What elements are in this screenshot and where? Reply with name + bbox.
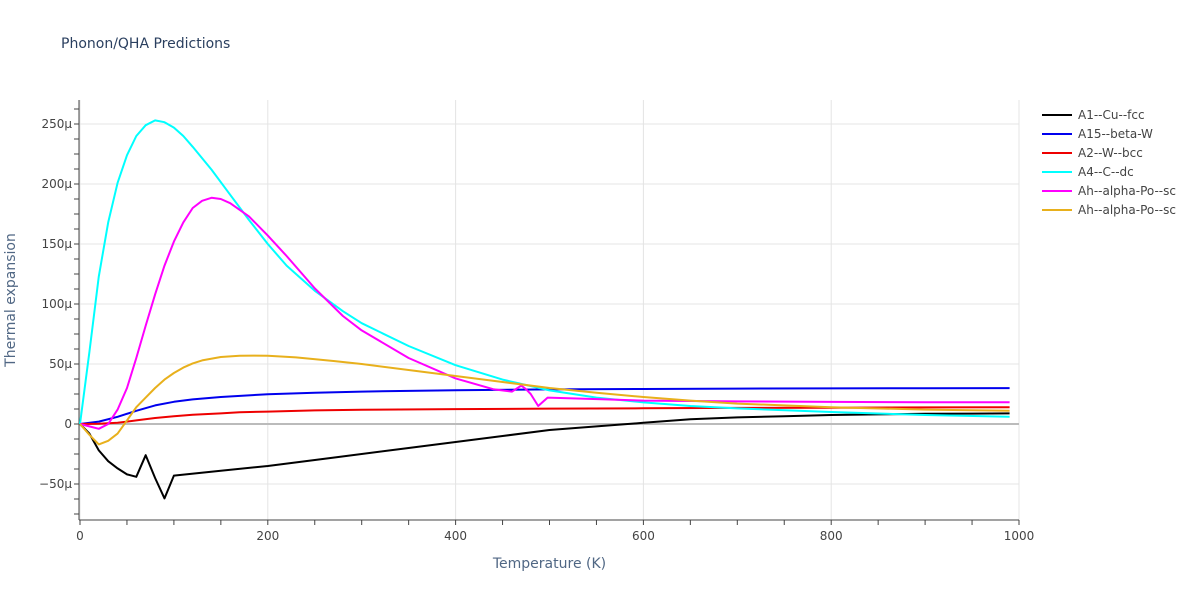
- chart-title: Phonon/QHA Predictions: [61, 36, 231, 52]
- x-tick-label: 200: [256, 529, 279, 543]
- legend-label: A1--Cu--fcc: [1078, 107, 1145, 122]
- axes: [74, 100, 1020, 525]
- grid-lines: [79, 100, 1020, 520]
- x-tick-labels: 0 200 400 600 800 1000: [76, 529, 1034, 543]
- legend-swatch: [1042, 151, 1072, 154]
- legend-label: A2--W--bcc: [1078, 145, 1143, 160]
- legend-item[interactable]: Ah--alpha-Po--sc: [1042, 181, 1176, 200]
- x-tick-label: 600: [632, 529, 655, 543]
- legend-swatch: [1042, 132, 1072, 135]
- x-tick-label: 800: [820, 529, 843, 543]
- series-line-1: [79, 412, 1010, 500]
- y-tick-label: 100μ: [41, 297, 72, 311]
- y-tick-label: 50μ: [49, 357, 72, 371]
- legend-label: A15--beta-W: [1078, 126, 1153, 141]
- legend-item[interactable]: A4--C--dc: [1042, 162, 1176, 181]
- x-tick-label: 400: [444, 529, 467, 543]
- y-axis-title: Thermal expansion: [3, 233, 19, 368]
- series-line-6: [79, 354, 1010, 446]
- x-tick-label: 1000: [1004, 529, 1035, 543]
- legend-swatch: [1042, 189, 1072, 192]
- x-axis-title: Temperature (K): [492, 556, 606, 572]
- legend-item[interactable]: A2--W--bcc: [1042, 143, 1176, 162]
- series-line-5: [79, 196, 1010, 430]
- legend-item[interactable]: A1--Cu--fcc: [1042, 105, 1176, 124]
- legend-label: Ah--alpha-Po--sc: [1078, 202, 1176, 217]
- legend-swatch: [1042, 170, 1072, 173]
- legend-item[interactable]: A15--beta-W: [1042, 124, 1176, 143]
- series-line-2: [79, 387, 1010, 425]
- legend-label: A4--C--dc: [1078, 164, 1134, 179]
- legend-item[interactable]: Ah--alpha-Po--sc: [1042, 200, 1176, 219]
- y-tick-label: −50μ: [39, 477, 72, 491]
- legend-swatch: [1042, 208, 1072, 211]
- x-tick-label: 0: [76, 529, 84, 543]
- y-tick-label: 150μ: [41, 237, 72, 251]
- legend-label: Ah--alpha-Po--sc: [1078, 183, 1176, 198]
- series-line-4: [79, 119, 1010, 425]
- plot-series: [79, 119, 1010, 500]
- y-tick-label: 250μ: [41, 117, 72, 131]
- y-tick-label: 0: [64, 417, 72, 431]
- legend[interactable]: A1--Cu--fcc A15--beta-W A2--W--bcc A4--C--d…: [1042, 105, 1176, 219]
- series-line-3: [79, 406, 1010, 425]
- legend-swatch: [1042, 113, 1072, 116]
- y-tick-label: 200μ: [41, 177, 72, 191]
- y-tick-labels: −50μ 0 50μ 100μ 150μ 200μ 250μ: [39, 117, 72, 491]
